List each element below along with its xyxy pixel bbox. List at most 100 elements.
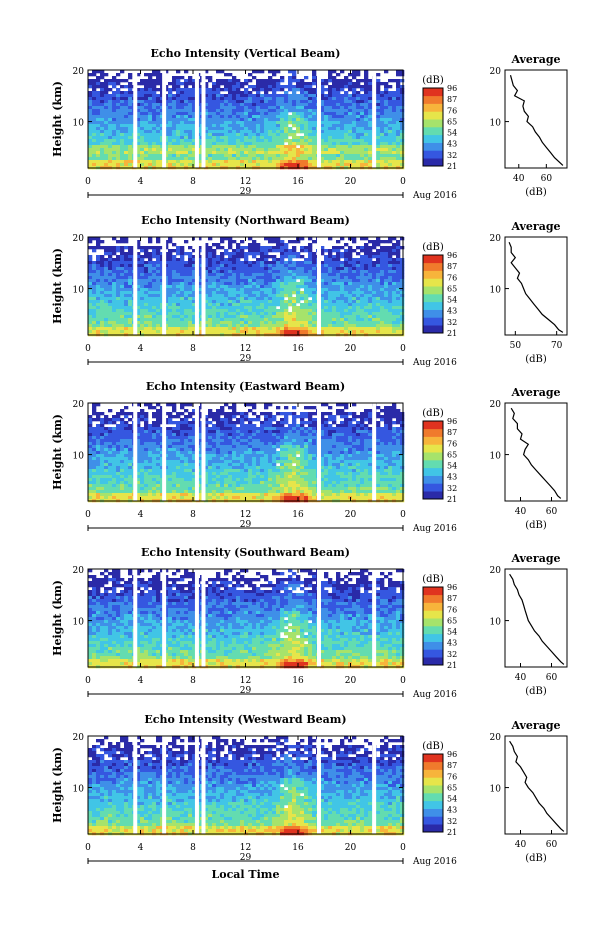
heatmap-cell: [180, 279, 185, 283]
heatmap-cell: [136, 94, 141, 98]
heatmap-cell: [380, 82, 385, 86]
heatmap-cell: [180, 151, 185, 155]
heatmap-cell: [104, 94, 109, 98]
heatmap-cell: [328, 288, 333, 292]
heatmap-cell: [388, 124, 393, 128]
heatmap-cell: [212, 106, 217, 110]
heatmap-cell: [208, 264, 213, 268]
heatmap-cell: [368, 258, 373, 262]
heatmap-cell: [192, 139, 197, 143]
heatmap-cell: [240, 139, 245, 143]
heatmap-cell: [260, 324, 265, 328]
heatmap-cell: [220, 258, 225, 262]
heatmap-cell: [224, 124, 229, 128]
heatmap-cell: [300, 139, 305, 143]
heatmap-cell: [300, 103, 305, 107]
heatmap-cell: [208, 282, 213, 286]
heatmap-cell: [264, 288, 269, 292]
heatmap-cell: [144, 327, 149, 331]
heatmap-cell: [260, 267, 265, 271]
heatmap-cell: [156, 94, 161, 98]
heatmap-cell: [328, 300, 333, 304]
heatmap-cell: [172, 261, 177, 265]
heatmap-cell: [124, 291, 129, 295]
heatmap-cell: [324, 270, 329, 274]
heatmap-cell: [252, 282, 257, 286]
heatmap-cell: [256, 246, 261, 250]
heatmap-cell: [168, 240, 173, 244]
heatmap-cell: [396, 252, 401, 256]
heatmap-cell: [140, 79, 145, 83]
heatmap-cell: [344, 160, 349, 164]
heatmap-cell: [172, 151, 177, 155]
heatmap-cell: [272, 133, 277, 137]
colorbar-tick-label: 87: [447, 262, 457, 271]
heatmap-cell: [348, 258, 353, 262]
heatmap-cell: [180, 112, 185, 116]
heatmap-cell: [304, 106, 309, 110]
average-x-tick-label: 60: [541, 174, 553, 184]
heatmap-cell: [312, 309, 317, 313]
heatmap-cell: [396, 154, 401, 158]
heatmap-cell: [364, 300, 369, 304]
heatmap-cell: [384, 285, 389, 289]
heatmap-cell: [224, 237, 229, 241]
heatmap-cell: [216, 285, 221, 289]
heatmap-cell: [96, 112, 101, 116]
heatmap-cell: [336, 294, 341, 298]
heatmap-cell: [184, 91, 189, 95]
heatmap-cell: [340, 154, 345, 158]
heatmap-cell: [356, 276, 361, 280]
heatmap-cell: [304, 142, 309, 146]
heatmap-cell: [124, 303, 129, 307]
heatmap-cell: [100, 136, 105, 140]
heatmap-cell: [244, 145, 249, 149]
heatmap-cell: [112, 85, 117, 89]
heatmap-cell: [236, 103, 241, 107]
x-tick-label: 16: [292, 344, 304, 354]
heatmap-cell: [300, 94, 305, 98]
heatmap-cell: [204, 109, 209, 113]
heatmap-cell: [336, 148, 341, 152]
heatmap-cell: [212, 103, 217, 107]
heatmap-cell: [280, 324, 285, 328]
heatmap-cell: [144, 124, 149, 128]
heatmap-cell: [208, 276, 213, 280]
heatmap-cell: [120, 130, 125, 134]
heatmap-cell: [168, 115, 173, 119]
heatmap-cell: [352, 294, 357, 298]
heatmap-cell: [332, 330, 337, 334]
heatmap-cell: [216, 79, 221, 83]
heatmap-cell: [228, 276, 233, 280]
heatmap-cell: [96, 460, 101, 464]
heatmap-cell: [184, 300, 189, 304]
heatmap-cell: [104, 118, 109, 122]
heatmap-cell: [348, 324, 353, 328]
heatmap-cell: [276, 160, 281, 164]
heatmap-cell: [376, 94, 381, 98]
heatmap-cell: [288, 115, 293, 119]
heatmap-cell: [228, 315, 233, 319]
heatmap-cell: [324, 261, 329, 265]
heatmap-cell: [296, 130, 301, 134]
heatmap-cell: [332, 294, 337, 298]
heatmap-cell: [164, 258, 169, 262]
heatmap-cell: [128, 285, 133, 289]
heatmap-cell: [100, 82, 105, 86]
heatmap-cell: [136, 139, 141, 143]
heatmap-cell: [268, 124, 273, 128]
heatmap-cell: [224, 282, 229, 286]
heatmap-cell: [368, 100, 373, 104]
heatmap-cell: [388, 273, 393, 277]
heatmap-cell: [112, 97, 117, 101]
heatmap-cell: [280, 279, 285, 283]
heatmap-cell: [188, 327, 193, 331]
heatmap-cell: [396, 321, 401, 325]
heatmap-cell: [88, 100, 93, 104]
heatmap-cell: [136, 276, 141, 280]
heatmap-cell: [300, 312, 305, 316]
heatmap-cell: [320, 148, 325, 152]
heatmap-cell: [184, 109, 189, 113]
heatmap-cell: [328, 139, 333, 143]
heatmap-cell: [152, 151, 157, 155]
